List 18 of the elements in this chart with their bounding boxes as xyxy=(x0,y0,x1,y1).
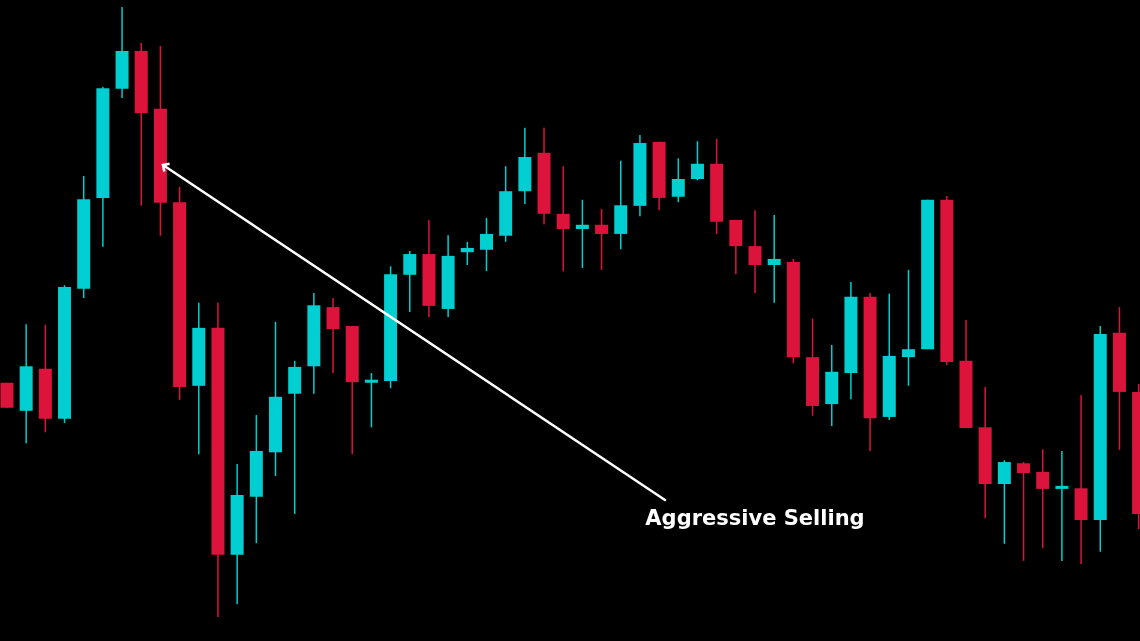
candlestick xyxy=(575,199,589,269)
candlestick xyxy=(364,372,378,429)
candlestick xyxy=(479,217,493,272)
candlestick xyxy=(556,165,570,272)
candlestick xyxy=(767,214,781,304)
candlestick xyxy=(326,297,340,374)
annotation: Aggressive Selling xyxy=(645,506,865,530)
candlestick xyxy=(403,250,417,313)
candlestick xyxy=(901,269,915,387)
candlestick xyxy=(671,157,685,203)
candlestick xyxy=(1055,450,1069,562)
candlestick xyxy=(595,208,609,271)
candlestick xyxy=(1017,461,1031,562)
candlestick xyxy=(748,209,762,294)
candlestick xyxy=(1036,448,1050,549)
candlestick xyxy=(997,459,1011,545)
candlestick xyxy=(460,241,474,266)
candlestick xyxy=(690,140,704,181)
